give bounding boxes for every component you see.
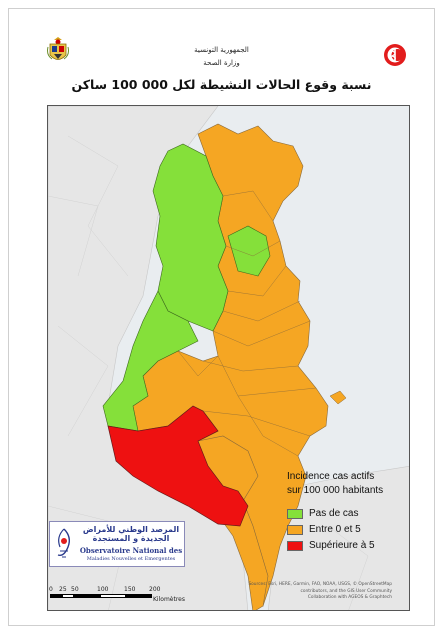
scale-unit: Kilomètres [153, 596, 185, 603]
region-no-cases-west [102, 290, 199, 432]
scale-tick: 150 [124, 586, 136, 593]
region-above-five [107, 405, 249, 527]
region-no-cases-east [227, 225, 271, 277]
observatory-arabic-name: المرصد الوطني للأمراض الجديدة و المستجدة [82, 525, 180, 543]
scale-tick: 25 [59, 586, 67, 593]
sources-line3: Collaboration with AGEOS & Graphtech [307, 595, 392, 600]
legend-label: Pas de cas [309, 508, 359, 519]
scale-segment [74, 594, 100, 598]
observatory-subname: Maladies Nouvelles et Emergentes [86, 556, 176, 562]
ministry-label: وزارة الصحة [203, 59, 240, 67]
header: الجمهورية التونسية وزارة الصحة [9, 9, 434, 73]
legend-title: Incidence cas actifs sur 100 000 habitan… [287, 470, 383, 498]
legend-title-line2: sur 100 000 habitants [287, 485, 384, 496]
legend-label: Entre 0 et 5 [309, 524, 361, 535]
scale-segment [100, 594, 126, 598]
map-title: نسبة وقوع الحالات النشيطة لكل 000 100 سا… [71, 77, 372, 92]
scale-segment [50, 594, 62, 598]
sources-line1: Sources: Esri, HERE, Garmin, FAO, NOAA, … [248, 582, 392, 587]
scale-tick: 100 [97, 586, 109, 593]
observatory-logo-box: المرصد الوطني للأمراض الجديدة و المستجدة… [49, 521, 185, 567]
ministry-health-logo-icon [384, 44, 406, 66]
scale-tick: 200 [149, 586, 161, 593]
scale-segment [62, 594, 74, 598]
legend-item-above-five: Supérieure à 5 [287, 540, 375, 551]
district-lines [177, 190, 317, 457]
djerba-island [329, 390, 347, 405]
scale-segment [126, 594, 152, 598]
tunisia-map [48, 106, 409, 610]
legend-label: Supérieure à 5 [309, 540, 375, 551]
republic-label: الجمهورية التونسية [194, 46, 249, 54]
sources-line2: contributors, and the GIS User Community [300, 588, 392, 594]
observatory-logo-icon [57, 528, 71, 558]
scale-tick: 50 [71, 586, 79, 593]
legend-swatch-orange [287, 524, 303, 535]
observatory-name: Observatoire National des [79, 546, 183, 555]
legend-title-line1: Incidence cas actifs [287, 471, 375, 482]
map-panel [47, 105, 410, 611]
legend-item-zero-to-five: Entre 0 et 5 [287, 524, 361, 535]
map-sources: Sources: Esri, HERE, Garmin, FAO, NOAA, … [242, 582, 392, 602]
legend-swatch-green [287, 508, 303, 519]
legend-item-no-cases: Pas de cas [287, 508, 358, 519]
legend-swatch-red [287, 540, 303, 551]
region-no-cases-north [152, 143, 229, 332]
scale-tick: 0 [49, 586, 53, 593]
scale-bar: 0 25 50 100 150 200 [49, 586, 199, 600]
tunisia-coat-of-arms-icon [47, 37, 69, 60]
